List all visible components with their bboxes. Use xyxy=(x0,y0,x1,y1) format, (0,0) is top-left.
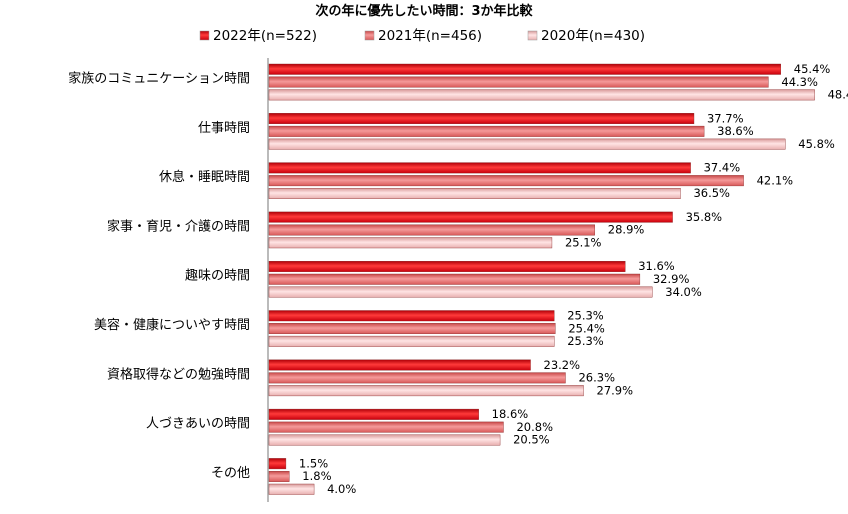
value-label-0-2: 48.4% xyxy=(828,88,848,102)
value-label-5-1: 25.4% xyxy=(568,321,605,335)
value-label-3-2: 25.1% xyxy=(565,236,602,250)
category-labels: 家族のコミュニケーション時間仕事時間休息・睡眠時間家事・育児・介護の時間趣味の時… xyxy=(68,71,250,481)
bar-1-2 xyxy=(268,138,786,150)
value-label-5-0: 25.3% xyxy=(567,309,604,323)
category-label-4: 趣味の時間 xyxy=(185,269,250,284)
legend-swatch-2 xyxy=(527,30,538,41)
value-label-6-1: 26.3% xyxy=(578,371,615,385)
value-label-8-0: 1.5% xyxy=(299,456,328,470)
bar-7-2 xyxy=(268,434,501,446)
bar-4-2 xyxy=(268,286,653,298)
bar-5-1 xyxy=(268,323,556,334)
value-label-2-0: 37.4% xyxy=(704,161,741,175)
category-label-8: その他 xyxy=(211,466,250,481)
category-label-2: 休息・睡眠時間 xyxy=(159,169,250,185)
value-label-1-2: 45.8% xyxy=(798,137,835,151)
value-label-0-1: 44.3% xyxy=(781,75,818,89)
bar-5-0 xyxy=(268,310,555,322)
value-label-4-2: 34.0% xyxy=(665,285,702,299)
value-label-8-1: 1.8% xyxy=(302,469,331,483)
value-labels: 45.4%44.3% 48.4% 37.7%38.6% 45.8% 37.4% 42.1%… xyxy=(299,62,848,496)
bar-5-2 xyxy=(268,335,555,347)
bar-2-2 xyxy=(268,187,681,199)
bars xyxy=(268,63,815,495)
value-label-7-2: 20.5% xyxy=(513,433,550,447)
value-label-3-1: 28.9% xyxy=(608,223,645,237)
bar-6-2 xyxy=(268,385,584,397)
category-label-1: 仕事時間 xyxy=(198,121,250,136)
legend-swatch-1 xyxy=(364,30,375,41)
value-label-1-1: 38.6% xyxy=(717,124,754,138)
bar-0-0 xyxy=(268,63,781,75)
value-label-4-1: 32.9% xyxy=(653,272,690,286)
legend-label-1: 2021年(n=456) xyxy=(378,28,482,44)
category-label-0: 家族のコミュニケーション時間 xyxy=(68,71,250,87)
legend-swatch-0 xyxy=(199,30,210,41)
bar-3-0 xyxy=(268,211,673,223)
bar-6-1 xyxy=(268,372,566,384)
value-label-7-1: 20.8% xyxy=(516,420,553,434)
bar-3-2 xyxy=(268,237,553,249)
category-label-6: 資格取得などの勉強時間 xyxy=(107,366,250,382)
bar-4-1 xyxy=(268,273,641,285)
bar-7-1 xyxy=(268,421,504,433)
value-label-6-0: 23.2% xyxy=(544,358,581,372)
value-label-6-2: 27.9% xyxy=(597,383,634,397)
bar-2-0 xyxy=(268,162,691,174)
value-label-7-0: 18.6% xyxy=(492,407,529,421)
category-label-7: 人づきあいの時間 xyxy=(146,417,250,432)
value-label-1-0: 37.7% xyxy=(707,111,744,125)
bar-1-0 xyxy=(268,113,695,125)
bar-0-2 xyxy=(268,89,815,101)
bar-0-1 xyxy=(268,76,769,88)
category-label-5: 美容・健康についやす時間 xyxy=(94,317,250,333)
bar-8-0 xyxy=(268,458,287,470)
bar-3-1 xyxy=(268,224,595,236)
bar-2-1 xyxy=(268,175,744,187)
value-label-3-0: 35.8% xyxy=(686,210,723,224)
legend: 2022年(n=522) 2021年(n=456) 2020年(n=430) xyxy=(199,28,645,44)
value-label-8-2: 4.0% xyxy=(327,482,356,496)
legend-label-0: 2022年(n=522) xyxy=(213,28,317,44)
legend-label-2: 2020年(n=430) xyxy=(541,28,645,44)
bar-8-2 xyxy=(268,483,315,495)
value-label-4-0: 31.6% xyxy=(638,259,675,273)
category-label-3: 家事・育児・介護の時間 xyxy=(107,218,250,234)
value-label-2-1: 42.1% xyxy=(757,173,794,187)
chart-title: 次の年に優先したい時間：3か年比較 xyxy=(315,3,533,19)
value-label-0-0: 45.4% xyxy=(794,62,831,76)
bar-7-0 xyxy=(268,408,479,420)
bar-6-0 xyxy=(268,359,531,371)
value-label-2-2: 36.5% xyxy=(693,186,730,200)
bar-8-1 xyxy=(268,471,290,482)
bar-1-1 xyxy=(268,125,705,137)
value-label-5-2: 25.3% xyxy=(567,334,604,348)
bar-4-0 xyxy=(268,261,626,272)
